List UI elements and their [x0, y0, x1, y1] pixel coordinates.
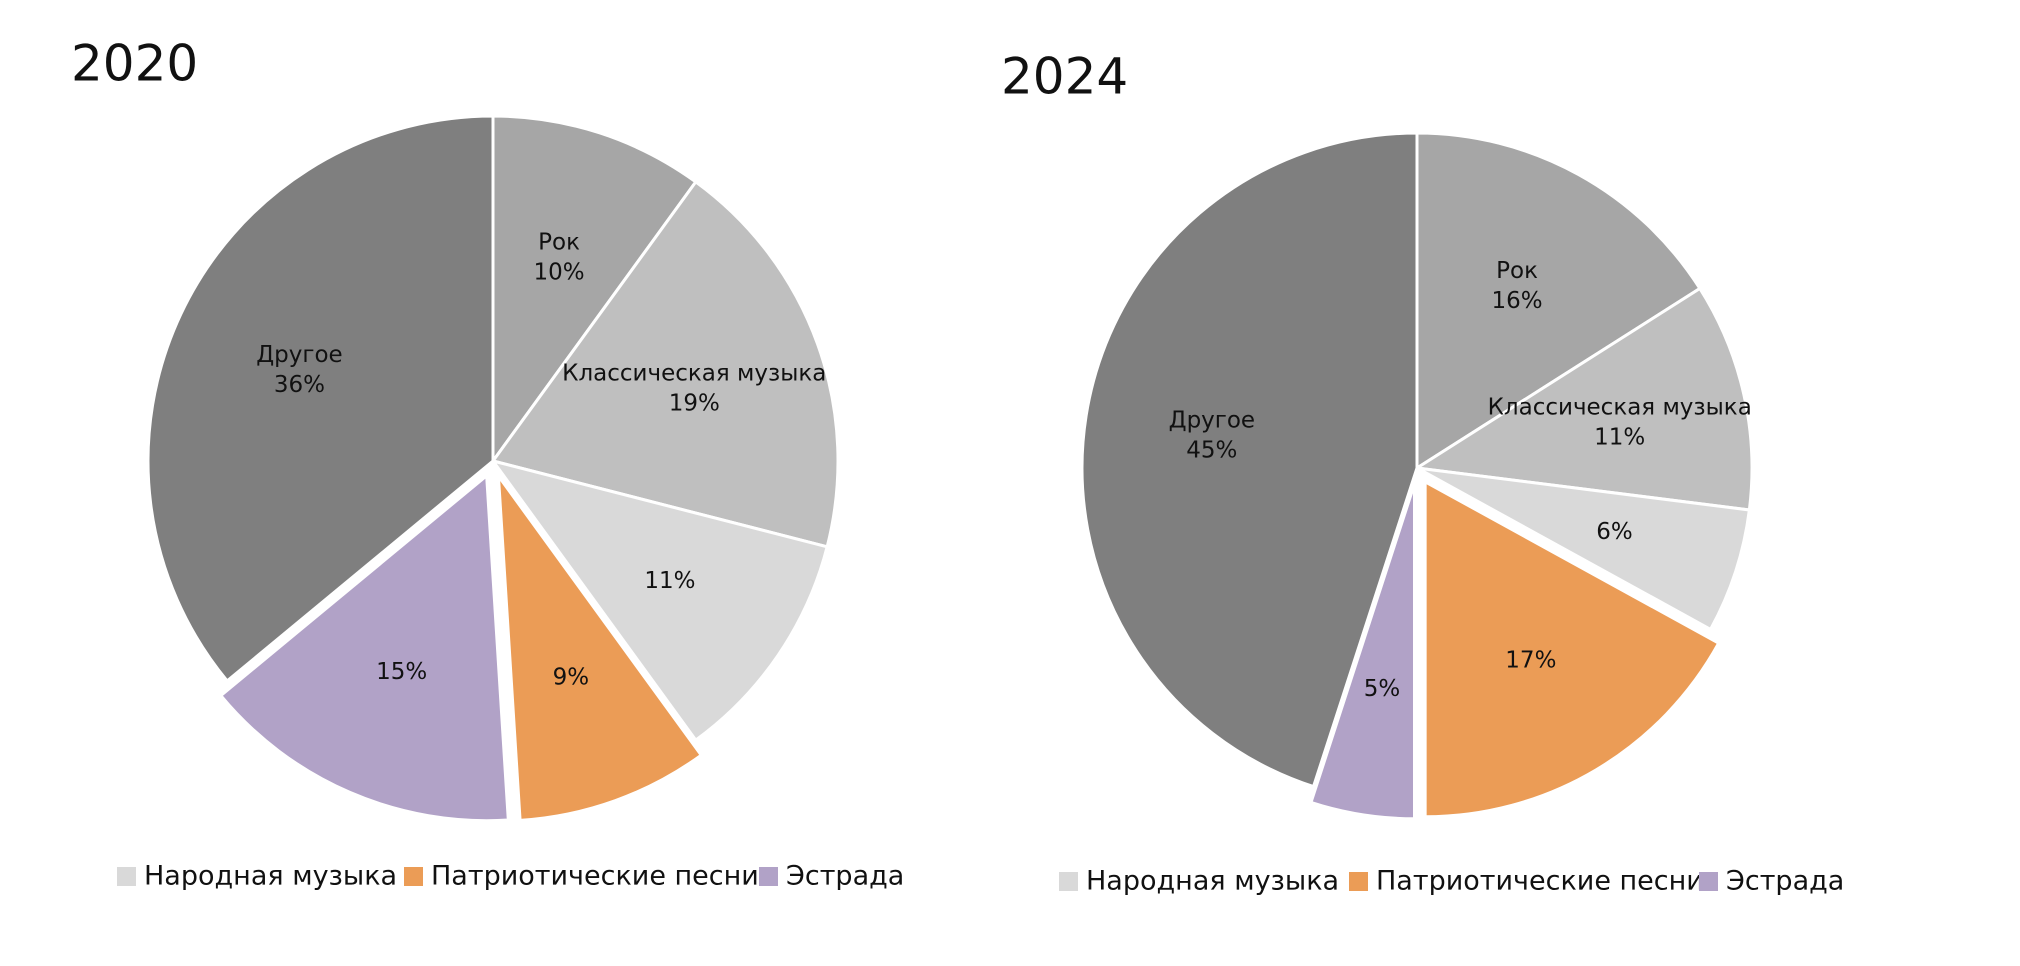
data-label-value: 11% — [644, 568, 695, 594]
pie-slice — [1415, 131, 1702, 471]
data-label: 6% — [1596, 519, 1633, 545]
pie-slice — [496, 470, 704, 822]
data-label: Рок 16% — [1491, 257, 1542, 313]
legend-swatch — [1699, 872, 1718, 891]
pie-slice — [1416, 466, 1752, 632]
pie-slice — [146, 114, 495, 684]
pie-slice — [1412, 286, 1754, 512]
data-label-value: 16% — [1491, 287, 1542, 313]
legend-swatch — [404, 867, 423, 886]
data-label-value: 15% — [376, 658, 427, 684]
data-label: Другое 45% — [1169, 407, 1256, 463]
data-label-value: 5% — [1364, 675, 1401, 701]
data-label-value: 11% — [1594, 424, 1645, 450]
data-label-value: 10% — [534, 259, 585, 285]
legend-label: Патриотические песни — [431, 861, 759, 892]
data-label: 9% — [553, 664, 590, 690]
legend-label: Народная музыка — [1086, 866, 1339, 897]
data-label-value: 6% — [1596, 519, 1633, 545]
data-label: 5% — [1364, 675, 1401, 701]
data-label-category: Рок — [538, 229, 580, 255]
pie-slice — [489, 458, 829, 743]
data-label-value: 45% — [1186, 437, 1237, 463]
legend-label: Народная музыка — [144, 861, 397, 892]
data-label-category: Классическая музыка — [562, 360, 826, 386]
pie-slice — [1309, 483, 1416, 821]
data-label: 11% — [644, 568, 695, 594]
data-label-category: Классическая музыка — [1488, 394, 1752, 420]
legend-label: Патриотические песни — [1376, 866, 1704, 897]
data-label: Классическая музыка 19% — [562, 360, 826, 416]
legend-swatch — [117, 867, 136, 886]
legend-swatch — [759, 867, 778, 886]
data-label: 17% — [1505, 647, 1556, 673]
pie-slice — [491, 114, 698, 466]
data-label-value: 19% — [669, 390, 720, 416]
chart-title: 2020 — [71, 35, 198, 93]
pie-slice — [218, 472, 510, 823]
data-label-value: 17% — [1505, 647, 1556, 673]
data-label: 15% — [376, 658, 427, 684]
legend-swatch — [1349, 872, 1368, 891]
legend-label: Эстрада — [786, 861, 904, 892]
pie-slice — [1423, 479, 1721, 819]
chart-title: 2024 — [1001, 48, 1128, 106]
data-label: Рок 10% — [534, 229, 585, 285]
data-label: Другое 36% — [256, 341, 343, 397]
data-label-category: Другое — [1169, 407, 1256, 433]
data-label-category: Рок — [1496, 257, 1538, 283]
legend-label: Эстрада — [1726, 866, 1844, 897]
data-label: Классическая музыка 11% — [1488, 394, 1752, 450]
data-label-value: 36% — [274, 371, 325, 397]
pie-slice — [1080, 131, 1419, 789]
data-label-category: Другое — [256, 341, 343, 367]
legend-swatch — [1059, 872, 1078, 891]
data-label-value: 9% — [553, 664, 590, 690]
pie-slice — [490, 179, 840, 549]
